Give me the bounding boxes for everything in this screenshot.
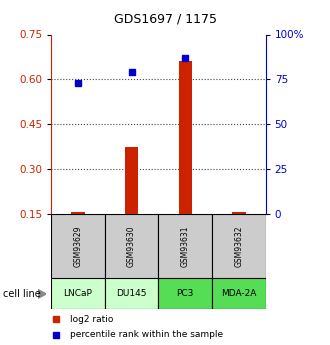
Text: GSM93632: GSM93632 xyxy=(234,225,243,267)
Bar xyxy=(158,214,212,278)
Text: PC3: PC3 xyxy=(177,289,194,298)
Text: LNCaP: LNCaP xyxy=(63,289,92,298)
Text: GSM93629: GSM93629 xyxy=(74,225,82,267)
Bar xyxy=(125,147,138,214)
Bar xyxy=(105,278,158,309)
Bar xyxy=(212,214,266,278)
Text: DU145: DU145 xyxy=(116,289,147,298)
Text: GDS1697 / 1175: GDS1697 / 1175 xyxy=(114,12,216,26)
Bar xyxy=(212,278,266,309)
Bar xyxy=(51,214,105,278)
Text: cell line: cell line xyxy=(3,289,41,299)
Bar xyxy=(51,278,105,309)
Bar xyxy=(71,211,85,214)
Polygon shape xyxy=(38,289,46,298)
Bar xyxy=(179,61,192,214)
Text: percentile rank within the sample: percentile rank within the sample xyxy=(70,330,223,339)
Text: MDA-2A: MDA-2A xyxy=(221,289,256,298)
Text: GSM93630: GSM93630 xyxy=(127,225,136,267)
Bar xyxy=(232,211,246,214)
Bar xyxy=(105,214,158,278)
Bar xyxy=(158,278,212,309)
Text: GSM93631: GSM93631 xyxy=(181,225,190,267)
Text: log2 ratio: log2 ratio xyxy=(70,315,113,324)
